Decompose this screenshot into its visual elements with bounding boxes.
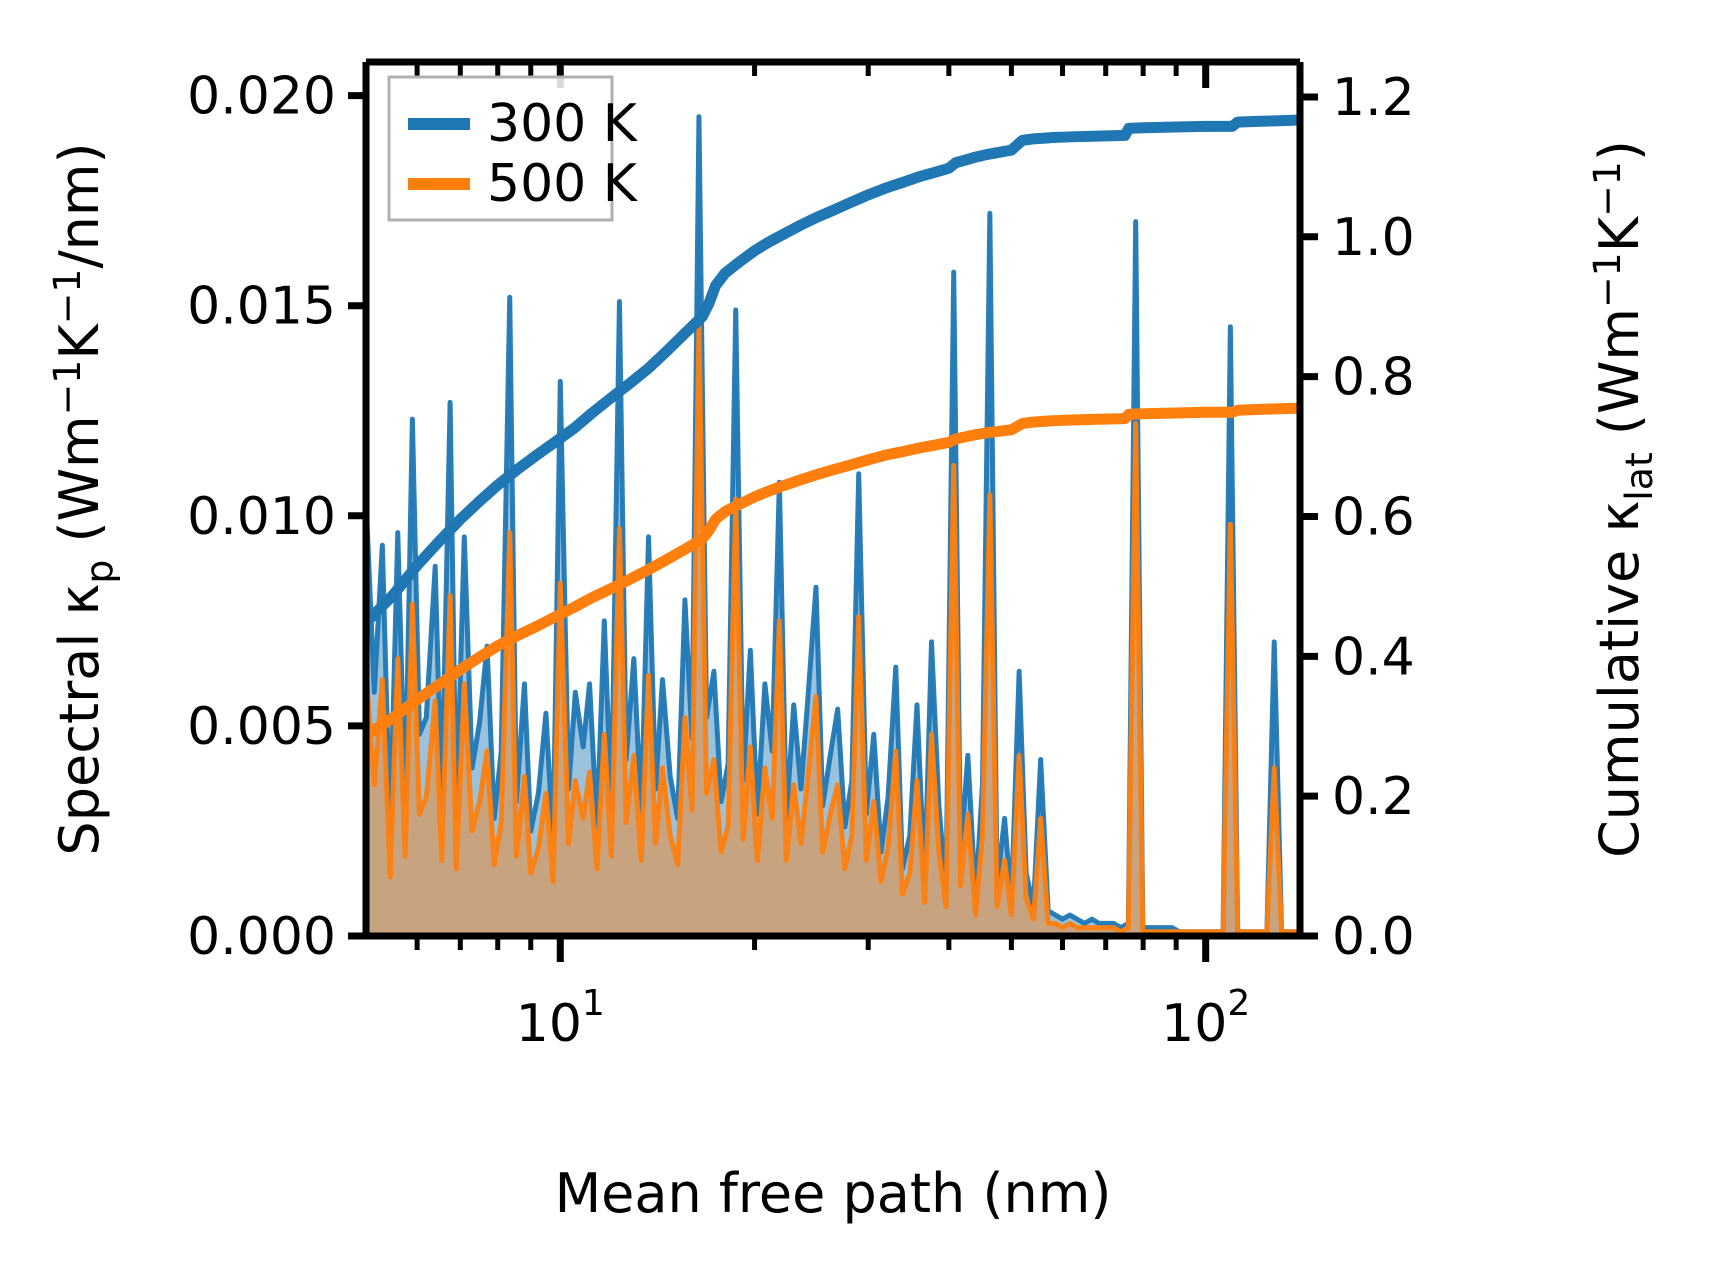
left-title-sub: p	[77, 560, 121, 584]
x-axis-title: Mean free path (nm)	[555, 1162, 1112, 1225]
right-title-rest: (Wm	[1588, 308, 1651, 452]
y-left-tick-label: 0.015	[187, 277, 336, 337]
legend-label-500k: 500 K	[487, 154, 639, 214]
y-left-tick-label: 0.010	[187, 487, 336, 547]
right-title-tail: )	[1588, 140, 1651, 161]
cumulative-line-300k	[366, 114, 1300, 629]
right-title-k: K	[1588, 215, 1651, 252]
left-title-sup1: −1	[45, 360, 89, 416]
legend: 300 K 500 K	[387, 75, 639, 222]
right-axis-title: Cumulative κlat (Wm−1K−1)	[1585, 140, 1661, 858]
spectral-area-500k	[366, 324, 1300, 936]
y-left-tick-label: 0.000	[187, 907, 336, 967]
y-left-tick-label: 0.005	[187, 697, 336, 757]
left-title-rest: (Wm	[48, 415, 111, 559]
right-title-sup2: −1	[1585, 161, 1629, 217]
left-axis-title: Spectral κp (Wm−1K−1/nm)	[45, 142, 121, 855]
right-title-sub: lat	[1617, 452, 1661, 500]
tick-labels-layer: 0.000 0.005 0.010 0.015 0.020 0.0 0.2 0.4 0.6 0.8…	[187, 67, 1415, 1054]
y-right-tick-label: 0.0	[1332, 907, 1415, 967]
legend-label-300k: 300 K	[487, 94, 639, 154]
cumulative-line-500k	[366, 402, 1300, 741]
ticks-layer	[348, 62, 1318, 962]
left-title-tail: /nm)	[48, 142, 111, 268]
y-right-tick-label: 0.2	[1332, 767, 1415, 827]
right-title-lead: Cumulative κ	[1588, 501, 1651, 858]
legend-box	[387, 75, 614, 222]
y-right-tick-label: 1.0	[1332, 208, 1415, 268]
y-left-tick-label: 0.020	[187, 67, 336, 127]
x-tick-label: 102	[1161, 983, 1250, 1054]
left-title-lead: Spectral κ	[48, 584, 111, 856]
x-tick-label: 101	[516, 983, 605, 1054]
left-title-sup2: −1	[45, 269, 89, 325]
y-right-tick-label: 0.8	[1332, 348, 1415, 408]
svg-text:Spectral κp (Wm−1K−1/nm): Spectral κp (Wm−1K−1/nm)	[45, 142, 121, 855]
right-title-sup1: −1	[1585, 252, 1629, 308]
y-right-tick-label: 0.6	[1332, 487, 1415, 547]
y-right-tick-label: 1.2	[1332, 68, 1415, 128]
y-right-tick-label: 0.4	[1332, 627, 1415, 687]
svg-text:Cumulative κlat (Wm−1K−1): Cumulative κlat (Wm−1K−1)	[1585, 140, 1661, 858]
data-series-layer	[366, 114, 1300, 936]
left-title-k: K	[48, 323, 111, 360]
